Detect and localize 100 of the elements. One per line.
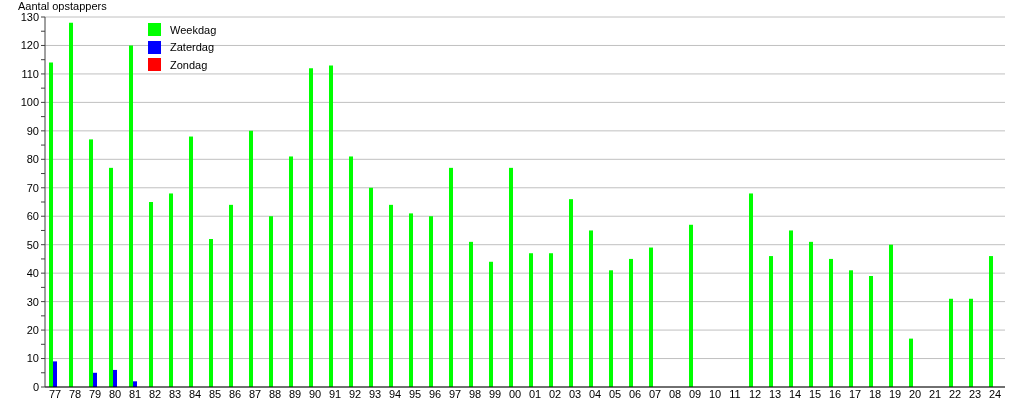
bar <box>229 204 233 387</box>
y-axis-title: Aantal opstappers <box>18 0 107 13</box>
bar <box>249 130 253 387</box>
x-tick-label: 09 <box>688 387 702 400</box>
bar <box>889 244 893 387</box>
bar <box>369 187 373 387</box>
x-tick-label: 96 <box>428 387 442 400</box>
bar <box>129 45 133 387</box>
x-tick-label: 81 <box>128 387 142 400</box>
x-tick-label: 87 <box>248 387 262 400</box>
bar <box>469 241 473 387</box>
x-tick-label: 85 <box>208 387 222 400</box>
bar <box>109 167 113 387</box>
bar <box>849 270 853 387</box>
bar <box>769 256 773 387</box>
x-tick-label: 20 <box>908 387 922 400</box>
y-tick-label: 90 <box>26 124 39 137</box>
x-tick-label: 22 <box>948 387 962 400</box>
y-tick-label: 30 <box>26 295 39 308</box>
x-tick-label: 84 <box>188 387 202 400</box>
x-tick-label: 02 <box>548 387 562 400</box>
bar <box>869 276 873 387</box>
bar <box>649 247 653 387</box>
x-tick-label: 19 <box>888 387 902 400</box>
x-tick-label: 07 <box>648 387 662 400</box>
bar <box>389 204 393 387</box>
legend-label: Zaterdag <box>170 41 215 54</box>
x-tick-label: 01 <box>528 387 542 400</box>
x-tick-label: 91 <box>328 387 342 400</box>
x-tick-label: 14 <box>788 387 802 400</box>
x-tick-label: 98 <box>468 387 482 400</box>
bar <box>449 167 453 387</box>
bar <box>749 193 753 387</box>
x-tick-label: 86 <box>228 387 242 400</box>
bar <box>329 65 333 387</box>
x-tick-label: 90 <box>308 387 322 400</box>
bar <box>789 230 793 387</box>
bar <box>209 239 213 387</box>
x-tick-label: 11 <box>729 387 741 400</box>
bar <box>149 202 153 387</box>
x-tick-label: 24 <box>988 387 1002 400</box>
bar <box>609 270 613 387</box>
bar <box>589 230 593 387</box>
bar <box>509 167 513 387</box>
x-tick-label: 79 <box>88 387 102 400</box>
bar <box>549 253 553 387</box>
bar <box>689 224 693 387</box>
y-tick-label: 70 <box>26 181 39 194</box>
x-tick-label: 03 <box>568 387 582 400</box>
y-tick-label: 100 <box>20 96 39 109</box>
x-tick-label: 78 <box>68 387 82 400</box>
bar <box>969 298 973 387</box>
bar <box>69 22 73 387</box>
x-tick-label: 18 <box>868 387 882 400</box>
x-tick-label: 95 <box>408 387 422 400</box>
bar <box>989 256 993 387</box>
x-tick-label: 12 <box>748 387 762 400</box>
bar <box>809 241 813 387</box>
y-tick-label: 40 <box>26 267 39 280</box>
bar <box>113 369 117 387</box>
x-tick-label: 21 <box>928 387 942 400</box>
x-tick-label: 88 <box>268 387 282 400</box>
bar <box>309 68 313 387</box>
bar <box>49 62 53 387</box>
bar <box>569 199 573 387</box>
bar <box>949 298 953 387</box>
y-tick-label: 120 <box>20 39 39 52</box>
x-tick-label: 94 <box>388 387 402 400</box>
bar <box>529 253 533 387</box>
bar <box>349 156 353 387</box>
bar <box>429 216 433 387</box>
x-tick-label: 89 <box>288 387 302 400</box>
y-tick-label: 50 <box>26 238 39 251</box>
x-tick-label: 92 <box>348 387 362 400</box>
x-tick-label: 82 <box>148 387 162 400</box>
x-tick-label: 17 <box>848 387 862 400</box>
x-tick-label: 99 <box>488 387 502 400</box>
bar <box>169 193 173 387</box>
x-tick-label: 97 <box>448 387 462 400</box>
x-tick-label: 13 <box>768 387 782 400</box>
x-tick-label: 08 <box>668 387 682 400</box>
x-tick-label: 06 <box>628 387 642 400</box>
y-tick-label: 80 <box>26 153 39 166</box>
bar <box>53 361 57 387</box>
y-tick-label: 20 <box>26 323 39 336</box>
x-tick-label: 15 <box>808 387 822 400</box>
x-tick-label: 00 <box>508 387 522 400</box>
x-tick-label: 16 <box>828 387 842 400</box>
x-tick-label: 83 <box>168 387 182 400</box>
bar <box>289 156 293 387</box>
x-tick-label: 23 <box>968 387 982 400</box>
y-tick-label: 10 <box>26 352 39 365</box>
x-tick-label: 10 <box>708 387 722 400</box>
y-tick-label: 60 <box>26 210 39 223</box>
bar <box>829 258 833 387</box>
bar <box>93 372 97 387</box>
legend-label: Zondag <box>170 58 208 71</box>
y-tick-label: 0 <box>32 380 39 393</box>
y-tick-label: 110 <box>21 67 39 80</box>
bar <box>909 338 913 387</box>
